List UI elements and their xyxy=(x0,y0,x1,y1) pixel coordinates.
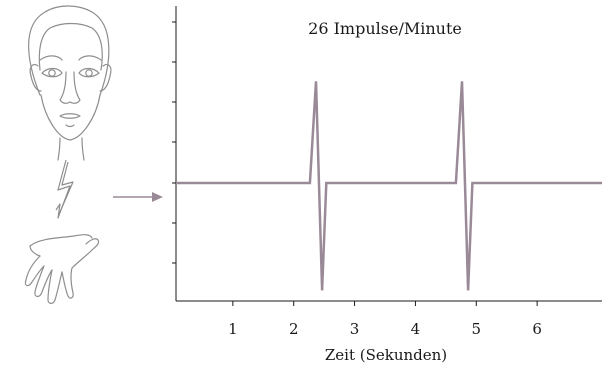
chart-axes xyxy=(172,6,602,306)
x-tick-labels: 1 2 3 4 5 6 xyxy=(228,320,542,338)
lightning-icon xyxy=(55,159,74,219)
arrow-right-icon xyxy=(113,192,163,202)
x-tick-label: 1 xyxy=(228,320,238,338)
x-axis-ticks xyxy=(232,301,538,306)
face-icon xyxy=(28,5,112,161)
chart-title: 26 Impulse/Minute xyxy=(308,19,462,38)
hand-icon xyxy=(24,234,100,304)
x-axis-label: Zeit (Sekunden) xyxy=(325,346,447,364)
x-tick-label: 6 xyxy=(532,320,542,338)
x-tick-label: 4 xyxy=(411,320,421,338)
series-line xyxy=(176,81,602,291)
series-layer xyxy=(176,81,602,291)
x-tick-label: 5 xyxy=(472,320,482,338)
x-tick-label: 2 xyxy=(289,320,299,338)
y-axis-ticks xyxy=(172,21,176,264)
x-tick-label: 3 xyxy=(350,320,360,338)
